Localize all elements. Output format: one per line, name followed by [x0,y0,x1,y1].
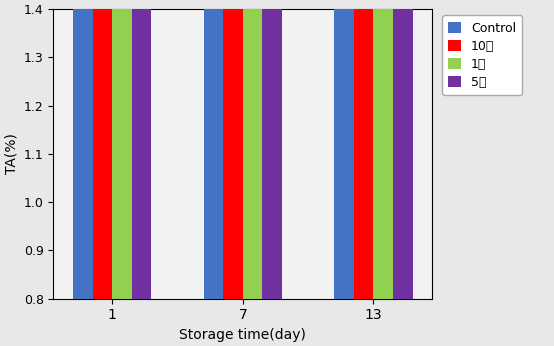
X-axis label: Storage time(day): Storage time(day) [179,328,306,342]
Bar [223,0,243,299]
Bar [393,0,413,299]
Bar [73,0,93,299]
Bar [243,0,263,299]
Y-axis label: TA(%): TA(%) [4,134,18,174]
Bar [132,0,151,299]
Bar [204,0,223,299]
Bar [334,0,354,299]
Bar [373,0,393,299]
Bar [112,0,132,299]
Bar [263,0,282,299]
Legend: Control, 10초, 1분, 5분: Control, 10초, 1분, 5분 [442,16,522,95]
Bar [354,0,373,299]
Bar [93,0,112,299]
